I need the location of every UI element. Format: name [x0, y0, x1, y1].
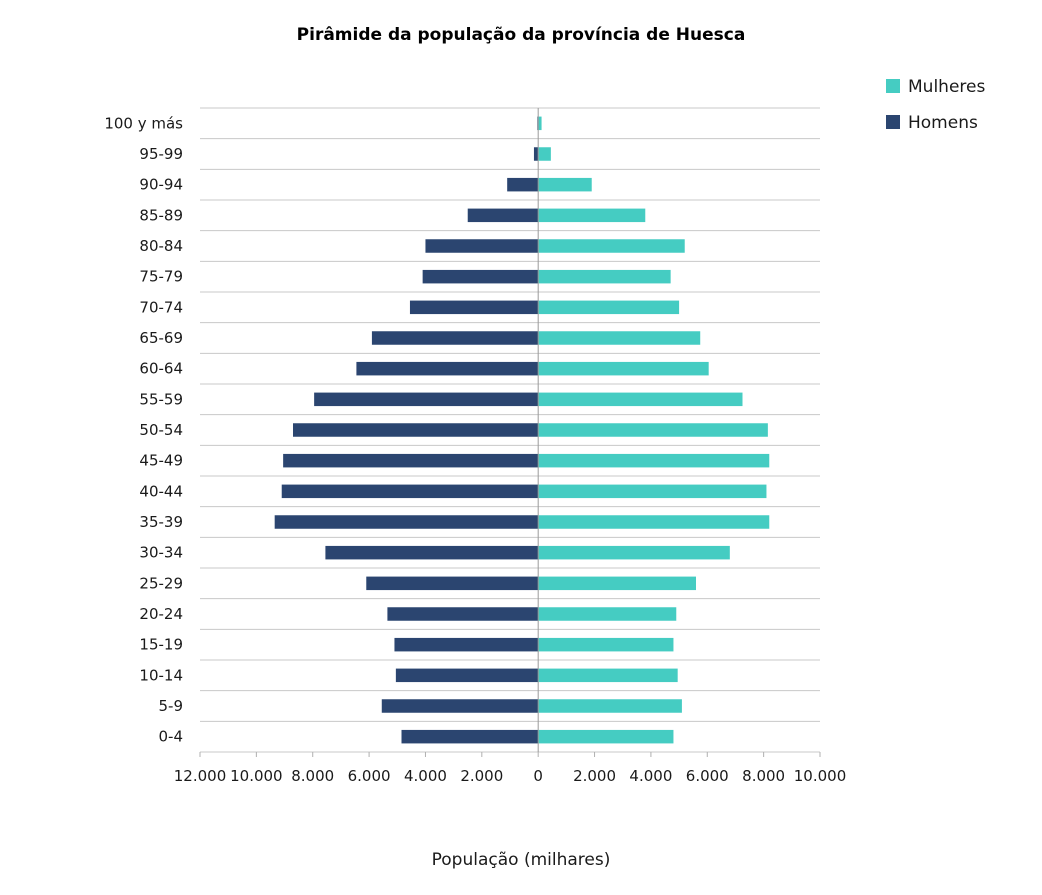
category-label: 30-34: [139, 544, 183, 562]
bar-mulheres-100-y-más: [538, 116, 542, 131]
category-label: 95-99: [139, 145, 183, 163]
bar-mulheres-95-99: [538, 147, 551, 161]
category-label: 60-64: [139, 360, 183, 378]
x-tick-label: 2.000: [460, 767, 503, 785]
x-tick-label: 4.000: [629, 767, 672, 785]
legend-label-mulheres: Mulheres: [908, 77, 985, 97]
bar-homens-20-24: [387, 607, 539, 621]
category-label: 85-89: [139, 206, 183, 224]
category-label: 55-59: [139, 390, 183, 408]
bar-mulheres-45-49: [538, 453, 770, 468]
gridlines: [200, 107, 820, 753]
bar-mulheres-55-59: [538, 392, 743, 407]
category-labels: 0-4 5-9 10-14 15-19 20-24 25-29 30-34 35-39 40-4…: [104, 114, 183, 745]
x-tick-label: 6.000: [686, 767, 729, 785]
bar-mulheres-0-4: [538, 729, 674, 744]
category-label: 65-69: [139, 329, 183, 347]
x-tick-label: 12.000: [174, 767, 227, 785]
x-tick-label: 6.000: [348, 767, 391, 785]
bar-homens-0-4: [401, 729, 539, 744]
bar-mulheres-80-84: [538, 239, 685, 253]
bar-homens-65-69: [371, 331, 539, 345]
category-label: 90-94: [139, 176, 183, 194]
category-label: 35-39: [139, 513, 183, 531]
bar-mulheres-90-94: [538, 177, 592, 192]
bar-homens-60-64: [356, 361, 539, 376]
legend-swatch-mulheres: [886, 79, 900, 93]
bar-homens-80-84: [425, 239, 539, 253]
bar-homens-5-9: [381, 699, 539, 713]
bar-mulheres-65-69: [538, 331, 701, 345]
category-label: 0-4: [159, 728, 184, 746]
bar-homens-15-19: [394, 637, 539, 652]
bar-mulheres-15-19: [538, 637, 674, 652]
bar-mulheres-25-29: [538, 576, 696, 591]
bar-homens-85-89: [467, 208, 539, 223]
bar-mulheres-10-14: [538, 668, 678, 683]
bars: [274, 116, 770, 744]
bar-mulheres-75-79: [538, 269, 671, 284]
bar-homens-10-14: [395, 668, 539, 683]
bar-mulheres-30-34: [538, 545, 730, 560]
bar-homens-35-39: [274, 515, 539, 529]
category-label: 20-24: [139, 605, 183, 623]
category-label: 5-9: [159, 697, 184, 715]
legend: Mulheres Homens: [886, 77, 985, 133]
bar-homens-90-94: [507, 177, 539, 192]
category-label: 70-74: [139, 298, 183, 316]
x-axis-label: População (milhares): [432, 850, 611, 870]
category-label: 45-49: [139, 452, 183, 470]
x-tick-label: 4.000: [404, 767, 447, 785]
category-label: 75-79: [139, 268, 183, 286]
legend-swatch-homens: [886, 115, 900, 129]
x-tick-label: 8.000: [291, 767, 334, 785]
bar-homens-50-54: [293, 423, 539, 437]
bar-mulheres-35-39: [538, 515, 770, 529]
legend-label-homens: Homens: [908, 113, 978, 133]
bar-mulheres-70-74: [538, 300, 680, 315]
category-label: 50-54: [139, 421, 183, 439]
x-tick-label: 8.000: [742, 767, 785, 785]
category-label: 25-29: [139, 574, 183, 592]
chart-title: Pirâmide da população da província de Hu…: [297, 25, 746, 45]
category-label: 100 y más: [104, 114, 183, 132]
bar-mulheres-85-89: [538, 208, 646, 223]
bar-mulheres-40-44: [538, 484, 767, 499]
category-label: 80-84: [139, 237, 183, 255]
category-label: 15-19: [139, 636, 183, 654]
x-tick-label: 10.000: [230, 767, 283, 785]
bar-homens-95-99: [533, 147, 539, 161]
category-label: 10-14: [139, 666, 183, 684]
bar-mulheres-60-64: [538, 361, 709, 376]
bar-mulheres-20-24: [538, 607, 677, 621]
bar-homens-25-29: [366, 576, 539, 591]
bar-homens-55-59: [314, 392, 539, 407]
bar-mulheres-5-9: [538, 699, 682, 713]
bar-homens-30-34: [325, 545, 539, 560]
x-tick-label: 0: [533, 767, 543, 785]
bar-homens-45-49: [283, 453, 539, 468]
bar-homens-75-79: [422, 269, 539, 284]
bar-homens-40-44: [281, 484, 539, 499]
category-label: 40-44: [139, 482, 183, 500]
x-tick-label: 2.000: [573, 767, 616, 785]
x-tick-label: 10.000: [794, 767, 847, 785]
bar-homens-70-74: [409, 300, 539, 315]
x-tick-labels: 12.000 10.000 8.000 6.000 4.000 2.000 0 2.000 4.…: [174, 752, 847, 785]
bar-mulheres-50-54: [538, 423, 768, 437]
